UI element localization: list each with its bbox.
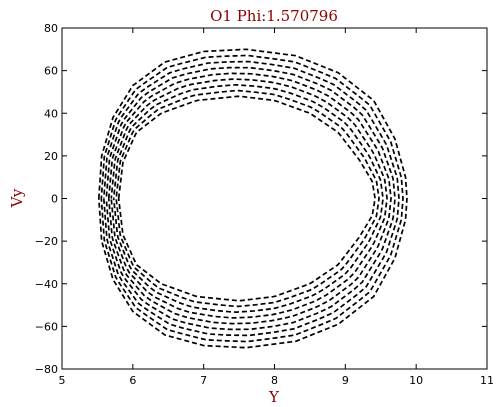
y-tick-label: −60 bbox=[35, 320, 58, 333]
y-tick-label: 40 bbox=[44, 107, 58, 120]
orbit-band-line bbox=[100, 54, 404, 343]
y-tick-label: −40 bbox=[35, 278, 58, 291]
y-tick-label: 60 bbox=[44, 65, 58, 78]
x-tick-label: 6 bbox=[129, 374, 136, 387]
y-tick-label: −20 bbox=[35, 235, 58, 248]
x-tick-label: 5 bbox=[59, 374, 66, 387]
orbit-band-line bbox=[97, 48, 408, 349]
orbit-curves bbox=[97, 48, 408, 349]
x-tick-label: 7 bbox=[200, 374, 207, 387]
y-tick-label: 80 bbox=[44, 22, 58, 35]
orbit-band-line bbox=[117, 95, 376, 302]
tick-labels: 5 6 7 8 9 10 11 80 60 40 20 0 −20 −40 −60 −80 bbox=[35, 22, 494, 387]
y-tick-label: 20 bbox=[44, 150, 58, 163]
orbit-band-line bbox=[107, 72, 392, 325]
y-axis-label: Vy bbox=[8, 188, 26, 208]
x-tick-label: 8 bbox=[271, 374, 278, 387]
orbit-band-line bbox=[105, 66, 396, 331]
orbit-band-line bbox=[112, 84, 384, 313]
x-tick-label: 9 bbox=[342, 374, 349, 387]
x-tick-label: 11 bbox=[480, 374, 494, 387]
y-tick-label: −80 bbox=[35, 363, 58, 376]
chart-title: O1 Phi:1.570796 bbox=[210, 7, 338, 25]
y-tick-label: 0 bbox=[51, 193, 58, 206]
axis-ticks bbox=[61, 27, 488, 370]
orbit-band-line bbox=[115, 89, 380, 308]
x-tick-label: 10 bbox=[409, 374, 423, 387]
x-axis-label: Y bbox=[268, 388, 280, 406]
orbit-band-line bbox=[102, 60, 400, 337]
orbit-band-line bbox=[110, 78, 388, 319]
